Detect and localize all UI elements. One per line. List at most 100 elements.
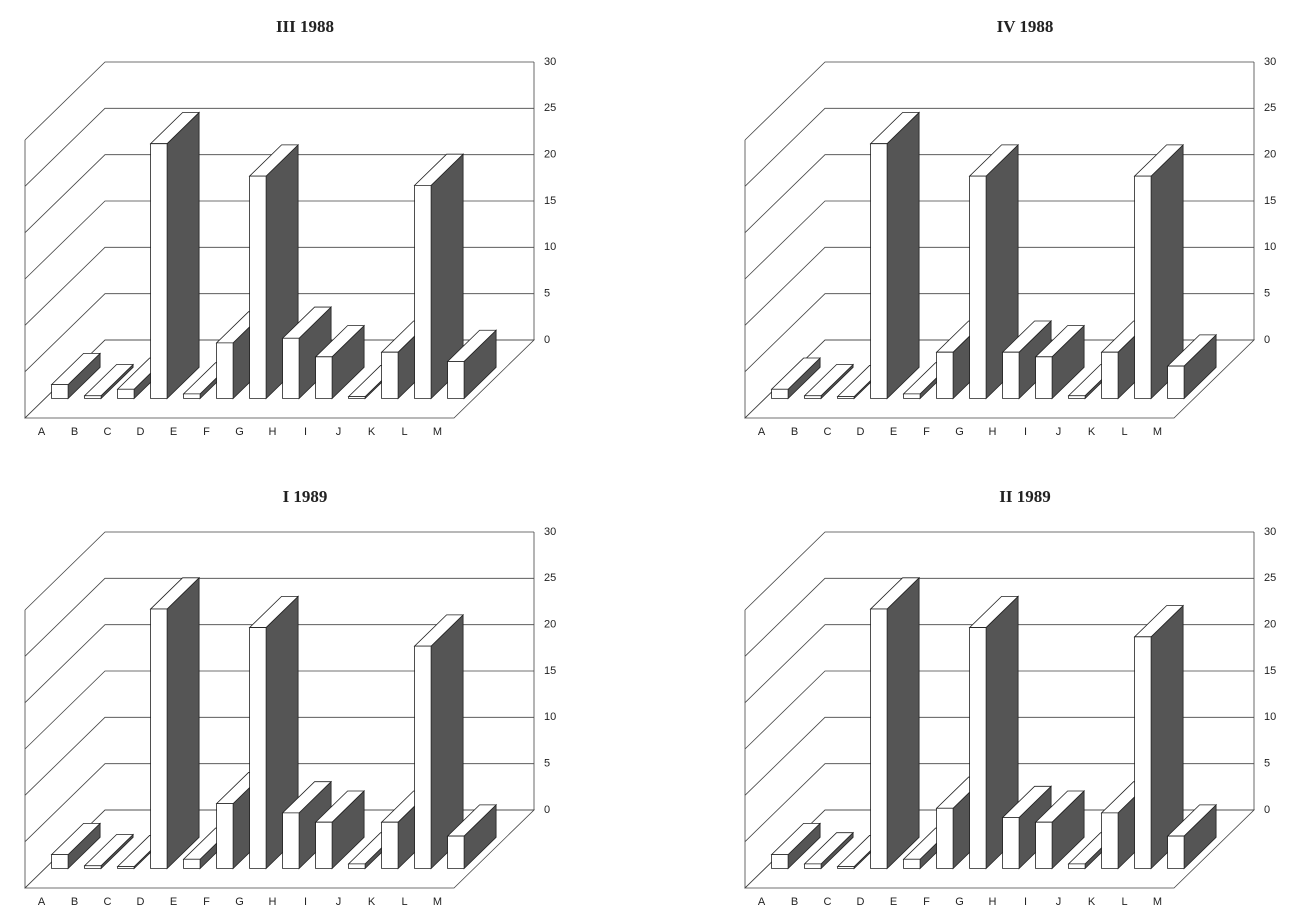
bar [1133, 604, 1185, 870]
bar [1166, 803, 1218, 870]
bar-front [348, 396, 366, 399]
bar [446, 803, 498, 870]
y-tick-label: 5 [1264, 288, 1270, 300]
y-tick-label: 30 [544, 56, 556, 68]
grid-line [744, 107, 1254, 187]
bar-front [414, 184, 432, 399]
bar [149, 111, 201, 400]
bar-front [837, 396, 855, 399]
bar-front [117, 388, 135, 399]
x-tick-label: I [304, 426, 307, 438]
bar-front [51, 384, 69, 399]
x-tick-label: J [1056, 896, 1062, 908]
grid-line [744, 154, 1254, 233]
x-tick-label: J [1056, 426, 1062, 438]
y-tick-label: 5 [1264, 758, 1270, 770]
bar [83, 833, 135, 870]
bar-front [249, 627, 267, 869]
bar-front [348, 863, 366, 869]
bar-front [804, 863, 822, 869]
grid-line [24, 763, 534, 842]
grid-line [24, 293, 534, 372]
grid-line [744, 246, 1254, 326]
bar-front [1035, 821, 1053, 869]
bar [314, 790, 366, 870]
x-tick-label: B [71, 426, 78, 438]
bar-side [166, 576, 200, 870]
x-tick-label: G [235, 426, 244, 438]
x-tick-label: K [368, 426, 376, 438]
x-tick-label: M [433, 426, 442, 438]
bar [770, 822, 822, 870]
x-tick-label: L [401, 896, 407, 908]
x-tick-label: H [269, 896, 277, 908]
bar [1034, 790, 1086, 870]
grid-line [744, 531, 1254, 611]
y-tick-label: 5 [544, 288, 550, 300]
bar-front [837, 866, 855, 869]
y-tick-label: 15 [1264, 195, 1276, 207]
bar-front [1002, 817, 1020, 869]
bar [1001, 785, 1053, 870]
bar-front [183, 393, 201, 399]
bar-front [216, 342, 234, 399]
y-tick-label: 20 [544, 149, 556, 161]
y-tick-label: 0 [1264, 334, 1270, 346]
bar-front [282, 812, 300, 869]
chart-title: II 1989 [999, 487, 1050, 506]
x-tick-label: A [38, 426, 46, 438]
x-tick-label: E [170, 426, 177, 438]
grid-line [744, 670, 1254, 750]
bar-front [870, 608, 888, 869]
bar [1133, 143, 1185, 400]
grid-line [744, 577, 1254, 657]
bar-front [1068, 863, 1086, 869]
y-tick-label: 20 [1264, 619, 1276, 631]
bar [83, 363, 135, 400]
x-tick-label: C [824, 896, 832, 908]
chart-title: IV 1988 [997, 17, 1054, 36]
grid-line [744, 61, 1254, 141]
x-tick-label: G [955, 896, 964, 908]
x-tick-label: K [368, 896, 376, 908]
x-tick-label: J [336, 896, 342, 908]
x-tick-label: H [269, 426, 277, 438]
grid-line [24, 200, 534, 280]
bar-front [1134, 175, 1152, 399]
x-tick-label: M [1153, 426, 1162, 438]
x-tick-label: E [170, 896, 177, 908]
bar [281, 306, 333, 400]
bar-front [903, 858, 921, 869]
y-tick-label: 25 [544, 102, 556, 114]
x-tick-label: A [38, 896, 46, 908]
chart-panel: IV 1988 0 5 10 15 20 25 30 A B C D E F G H I J K L M [744, 17, 1276, 438]
y-tick-label: 0 [1264, 804, 1270, 816]
x-tick-label: I [1024, 426, 1027, 438]
x-tick-label: D [857, 426, 865, 438]
x-tick-label: A [758, 896, 766, 908]
chart-title: I 1989 [283, 487, 328, 506]
x-tick-label: H [989, 426, 997, 438]
y-tick-label: 10 [1264, 711, 1276, 723]
bar-front [1101, 351, 1119, 399]
bar [803, 831, 855, 870]
bar-front [117, 866, 135, 869]
x-tick-label: D [137, 426, 145, 438]
y-tick-label: 10 [544, 711, 556, 723]
bar-front [315, 821, 333, 869]
bar [314, 324, 366, 400]
grid-line [24, 531, 534, 611]
bar-front [1167, 365, 1185, 399]
bar-front [1101, 812, 1119, 869]
bar-front [282, 337, 300, 399]
bar-front [216, 803, 234, 869]
grid-line [744, 716, 1254, 796]
bar [446, 329, 498, 400]
x-tick-label: B [791, 896, 798, 908]
bar-front [870, 143, 888, 399]
grid-line [24, 716, 534, 796]
bar-front [1002, 351, 1020, 399]
bar [413, 153, 465, 400]
x-tick-label: G [955, 426, 964, 438]
x-tick-label: H [989, 896, 997, 908]
